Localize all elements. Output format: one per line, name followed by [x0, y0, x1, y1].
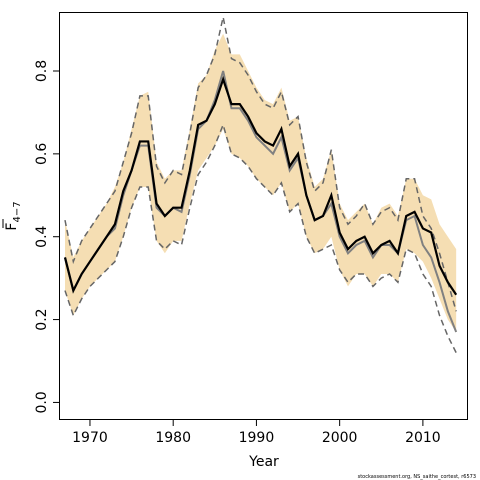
lower-bound-line [64, 122, 457, 354]
y-axis-title: F4−7 [4, 201, 23, 230]
plot-layer [63, 16, 458, 354]
x-tick-label: 1980 [155, 430, 191, 446]
x-tick-label: 1970 [72, 430, 108, 446]
y-axis-title-group: F4−7 [2, 201, 23, 231]
estimate-line [63, 75, 458, 296]
x-tick-label: 2000 [322, 430, 358, 446]
y-tick-label: 0.2 [34, 308, 50, 330]
upper-bound-line [64, 16, 457, 312]
y-tick-label: 0.4 [34, 225, 50, 247]
y-axis-title-main: F [4, 223, 20, 231]
confidence-band [64, 33, 457, 333]
y-tick-label: 0.8 [34, 60, 50, 82]
y-tick-label: 0.0 [34, 391, 50, 413]
x-tick-label: 1990 [239, 430, 275, 446]
y-axis-title-subscript: 4−7 [12, 201, 23, 222]
credit-text: stockassessment.org, NS_saithe_cortest, … [358, 474, 476, 480]
y-tick-label: 0.6 [34, 143, 50, 165]
axis-layer: 1970 1980 1990 2000 2010 0.0 0.2 0.4 0.6 0.8 [34, 60, 441, 446]
x-tick-label: 2010 [405, 430, 441, 446]
x-axis-title: Year [248, 454, 279, 470]
